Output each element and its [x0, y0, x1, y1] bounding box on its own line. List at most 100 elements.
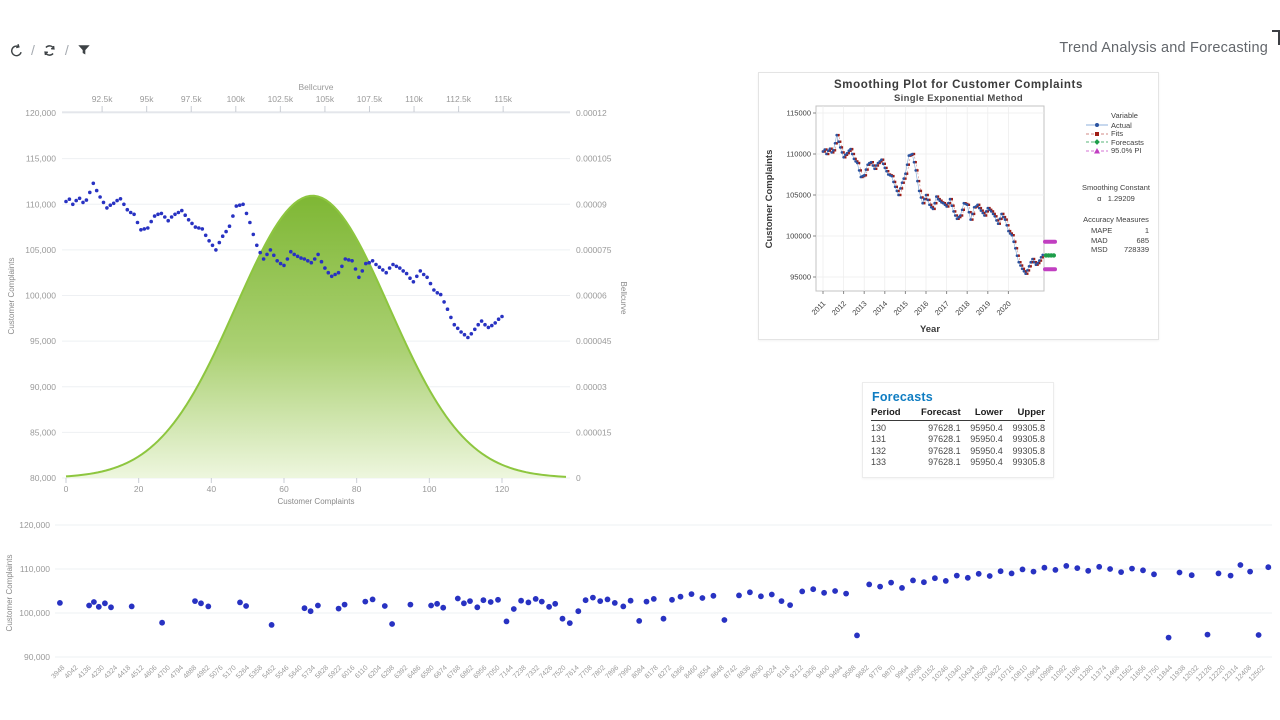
tick-label: 0.00003: [576, 382, 607, 392]
tick-label: 2017: [933, 299, 951, 317]
filter-icon[interactable]: [76, 42, 92, 58]
tick-label: 110,000: [26, 199, 56, 209]
forecasts-title: Forecasts: [872, 390, 933, 404]
legend-item-fits: Fits: [1085, 129, 1157, 139]
tick-label: 9400: [815, 664, 831, 680]
tick-label: 2014: [871, 299, 889, 317]
legend-label: Actual: [1111, 120, 1132, 130]
tick-label: 95k: [140, 94, 154, 104]
legend-label: Forecasts: [1111, 137, 1144, 147]
bottom-axis: 0 20 40 60 80 100 120: [64, 478, 509, 494]
tick-label: 9776: [868, 664, 884, 680]
left-axis-title: Customer Complaints: [7, 258, 16, 335]
tick-label: 8178: [644, 664, 660, 680]
cell-forecast: 97628.1: [928, 422, 961, 433]
tick-label: 4512: [130, 664, 146, 680]
complaints-id-scatter-chart[interactable]: 120,000 110,000 100,000 90,000 Customer Comp…: [0, 505, 1280, 720]
tick-label: 105k: [316, 94, 335, 104]
tick-label: 7332: [525, 664, 541, 680]
scatter-series: [57, 562, 1272, 641]
forecasts-card[interactable]: Forecasts Period Forecast Lower Upper 13…: [862, 382, 1054, 478]
tick-label: 105000: [786, 191, 811, 200]
tick-label: 8554: [697, 664, 713, 680]
smoothing-constant-title: Smoothing Constant: [1082, 183, 1150, 192]
undo-icon[interactable]: [8, 42, 24, 58]
tick-label: 112.5k: [446, 94, 472, 104]
tick-label: 5170: [222, 664, 238, 680]
tick-label: 0.00009: [576, 199, 607, 209]
tick-label: 5828: [314, 664, 330, 680]
smoothing-subtitle: Single Exponential Method: [894, 93, 1023, 104]
fits-points: [821, 133, 1044, 275]
tick-label: 7050: [486, 664, 502, 680]
tick-label: 115000: [787, 109, 811, 118]
toolbar-separator: /: [31, 42, 35, 58]
tick-label: 5358: [248, 664, 264, 680]
actual-marker-icon: [1086, 123, 1108, 128]
tick-label: 90,000: [30, 382, 56, 392]
tick-label: 9024: [763, 664, 779, 680]
tick-label: 6204: [367, 664, 383, 680]
tick-label: 20: [134, 484, 144, 494]
accuracy-value: 1: [1144, 226, 1149, 235]
tick-label: 7520: [552, 664, 568, 680]
tick-label: 2019: [974, 299, 992, 317]
cell-lower: 95950.4: [970, 422, 1003, 433]
tick-label: 9118: [776, 664, 792, 680]
legend-title: Variable: [1111, 111, 1138, 120]
toolbar-separator: /: [64, 42, 69, 58]
tick-label: 9870: [881, 664, 897, 680]
cell-forecast: 97628.1: [928, 445, 961, 456]
fits-marker-icon: [1086, 131, 1108, 136]
right-axis: 0.00012 0.000105 0.00009 0.000075 0.00006 0.0…: [576, 108, 612, 483]
alpha-symbol: α: [1097, 194, 1102, 203]
alpha-value: 1.29209: [1107, 194, 1135, 203]
legend-label: Fits: [1111, 129, 1124, 139]
left-axis: 120,000 115,000 110,000 105,000 100,000 95,00…: [25, 108, 56, 483]
tick-label: 8930: [749, 664, 765, 680]
table-header-row: Period Forecast Lower Upper: [871, 407, 1045, 421]
bellcurve-scatter-chart[interactable]: 92.5k 95k 97.5k 100k 102.5k 105k 107.5k 110k 112…: [0, 80, 650, 510]
tick-label: 3948: [50, 664, 66, 680]
tick-label: 110000: [787, 150, 811, 159]
tick-label: 7426: [538, 664, 554, 680]
cell-period: 130: [871, 422, 887, 433]
cell-upper: 99305.8: [1012, 434, 1045, 444]
sync-icon[interactable]: [42, 42, 58, 58]
tick-label: 115k: [494, 94, 513, 104]
top-axis-title: Bellcurve: [299, 82, 334, 92]
scrollbar-mark[interactable]: [1272, 30, 1280, 45]
scatter-series: [64, 181, 504, 340]
tick-label: 92.5k: [92, 94, 114, 104]
tick-label: 6016: [341, 664, 357, 680]
tick-label: 5076: [209, 664, 225, 680]
tick-label: 4324: [103, 664, 119, 680]
tick-label: 4794: [169, 664, 185, 680]
tick-label: 0.000045: [576, 336, 612, 346]
cell-upper: 99305.8: [1012, 445, 1045, 456]
cell-lower: 95950.4: [970, 445, 1003, 456]
smoothing-plot-card[interactable]: 115000 110000 105000 100000 95000 2011 2012 201…: [758, 72, 1159, 340]
col-lower: Lower: [960, 407, 1003, 421]
tick-label: 9306: [802, 664, 818, 680]
tick-label: 6956: [472, 664, 488, 680]
tick-label: 0: [576, 473, 581, 483]
tick-label: 2020: [995, 299, 1013, 317]
legend-item-forecasts: Forecasts: [1085, 138, 1157, 147]
right-axis-title: Bellcurve: [619, 282, 628, 315]
tick-label: 0: [64, 484, 69, 494]
accuracy-value: 728339: [1123, 245, 1149, 254]
tick-label: 102.5k: [268, 94, 294, 104]
tick-label: 7896: [604, 664, 620, 680]
tick-label: 8366: [670, 664, 686, 680]
tick-label: 8648: [710, 664, 726, 680]
tick-label: 90,000: [24, 652, 50, 662]
tick-label: 6486: [406, 664, 422, 680]
tick-label: 107.5k: [357, 94, 383, 104]
tick-label: 120: [495, 484, 509, 494]
y-axis-labels: 120,000 110,000 100,000 90,000: [19, 520, 50, 662]
tick-label: 9212: [789, 664, 805, 680]
tick-label: 7990: [617, 664, 633, 680]
smoothing-constant-value: α 1.29209: [1077, 194, 1155, 203]
